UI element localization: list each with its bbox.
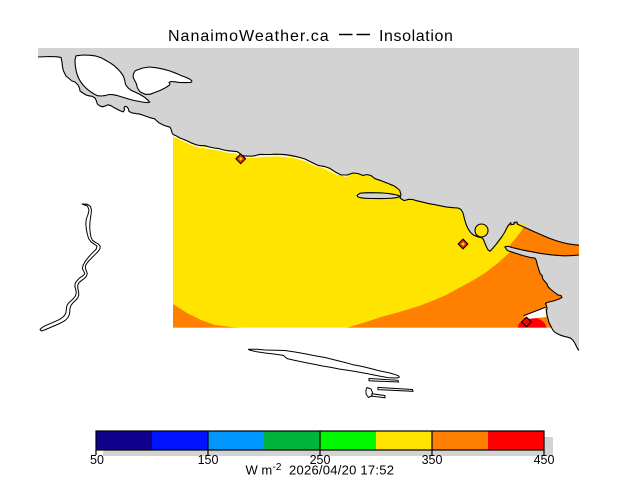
svg-text:2026/04/20 17:52: 2026/04/20 17:52 <box>289 463 394 478</box>
svg-text:450: 450 <box>534 453 555 467</box>
svg-text:50: 50 <box>90 453 104 467</box>
svg-text:W m: W m <box>246 463 273 478</box>
svg-text:250: 250 <box>310 453 331 467</box>
svg-text:-2: -2 <box>273 462 282 473</box>
svg-text:Insolation: Insolation <box>379 28 454 45</box>
svg-text:350: 350 <box>422 453 443 467</box>
svg-text:150: 150 <box>198 453 219 467</box>
svg-text:NanaimoWeather.ca: NanaimoWeather.ca <box>168 28 330 45</box>
